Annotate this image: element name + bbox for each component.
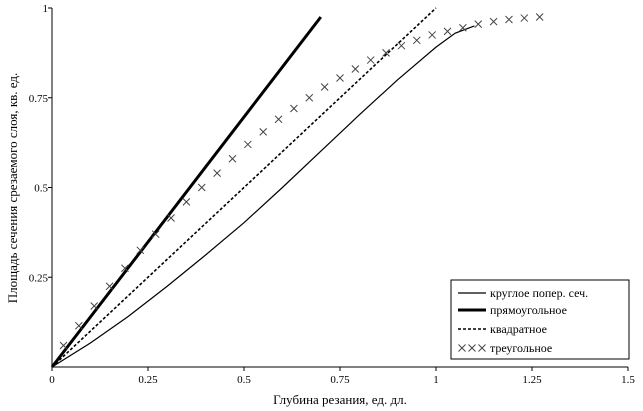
- data-point: [397, 41, 406, 50]
- x-tick-label: 0.25: [138, 374, 158, 386]
- x-axis-title: Глубина резания, ед. дл.: [273, 392, 407, 407]
- y-tick-label: 0.25: [29, 272, 49, 284]
- plot-area: 0 0.25 0.5 0.75 1 1.25 1.5 0.25 0.5 0.75 1: [29, 3, 636, 386]
- data-point: [59, 341, 68, 350]
- legend-item: треугольное: [458, 341, 552, 355]
- legend: круглое попер. сеч. прямоугольное квадратн…: [450, 279, 630, 360]
- data-point: [167, 214, 175, 222]
- data-point: [151, 230, 160, 239]
- x-tick-label: 1.5: [621, 374, 635, 386]
- y-tick-label: 1: [43, 3, 49, 15]
- legend-label: квадратное: [490, 322, 547, 336]
- data-point: [412, 36, 421, 45]
- series-0-line: [51, 25, 475, 368]
- data-point: [382, 49, 390, 57]
- data-point: [213, 169, 221, 177]
- data-point: [75, 321, 83, 330]
- data-point: [259, 128, 268, 136]
- legend-items: круглое попер. сеч. прямоугольное квадратн…: [458, 286, 588, 355]
- data-point: [443, 27, 452, 36]
- legend-item: квадратное: [458, 322, 547, 336]
- data-point: [320, 83, 329, 91]
- data-point: [459, 23, 467, 32]
- y-tick-label: 0.75: [29, 93, 49, 105]
- series-2-line: [51, 7, 437, 368]
- y-ticks: 0.25 0.5 0.75 1: [29, 3, 52, 284]
- x-tick-label: 1: [433, 374, 439, 386]
- data-point: [351, 65, 360, 73]
- x-tick-label: 0: [49, 374, 55, 386]
- x-tick-label: 0.5: [237, 374, 251, 386]
- data-point: [489, 17, 498, 26]
- legend-item: прямоугольное: [458, 303, 567, 317]
- data-point: [505, 15, 513, 24]
- legend-marker: [468, 344, 476, 352]
- series-3-markers: [59, 13, 544, 350]
- data-point: [428, 31, 437, 39]
- series-layer: [50, 7, 544, 368]
- data-point: [520, 14, 529, 22]
- legend-marker: [458, 344, 466, 352]
- data-point: [366, 56, 375, 64]
- x-tick-label: 1.25: [522, 374, 542, 386]
- data-point: [274, 115, 283, 124]
- data-point: [336, 74, 344, 82]
- data-point: [121, 264, 129, 273]
- legend-label: треугольное: [490, 341, 552, 355]
- data-point: [105, 282, 114, 291]
- legend-label: круглое попер. сеч.: [490, 286, 588, 300]
- data-point: [197, 183, 206, 192]
- y-axis-title: Площадь сечения срезаемого слоя, кв. ед.: [5, 73, 20, 304]
- data-point: [182, 198, 191, 206]
- y-tick-label: 0.5: [34, 183, 48, 195]
- data-point: [243, 140, 252, 149]
- x-tick-label: 0.75: [330, 374, 350, 386]
- data-point: [474, 20, 483, 29]
- data-point: [290, 104, 298, 113]
- data-point: [228, 154, 237, 163]
- series-1-line: [50, 16, 322, 368]
- legend-label: прямоугольное: [490, 303, 567, 317]
- legend-item: круглое попер. сеч.: [458, 286, 588, 300]
- data-point: [90, 302, 99, 310]
- data-point: [535, 13, 544, 21]
- data-point: [136, 246, 145, 255]
- legend-marker: [478, 344, 486, 352]
- x-ticks: 0 0.25 0.5 0.75 1 1.25 1.5: [49, 367, 635, 386]
- data-point: [305, 93, 314, 102]
